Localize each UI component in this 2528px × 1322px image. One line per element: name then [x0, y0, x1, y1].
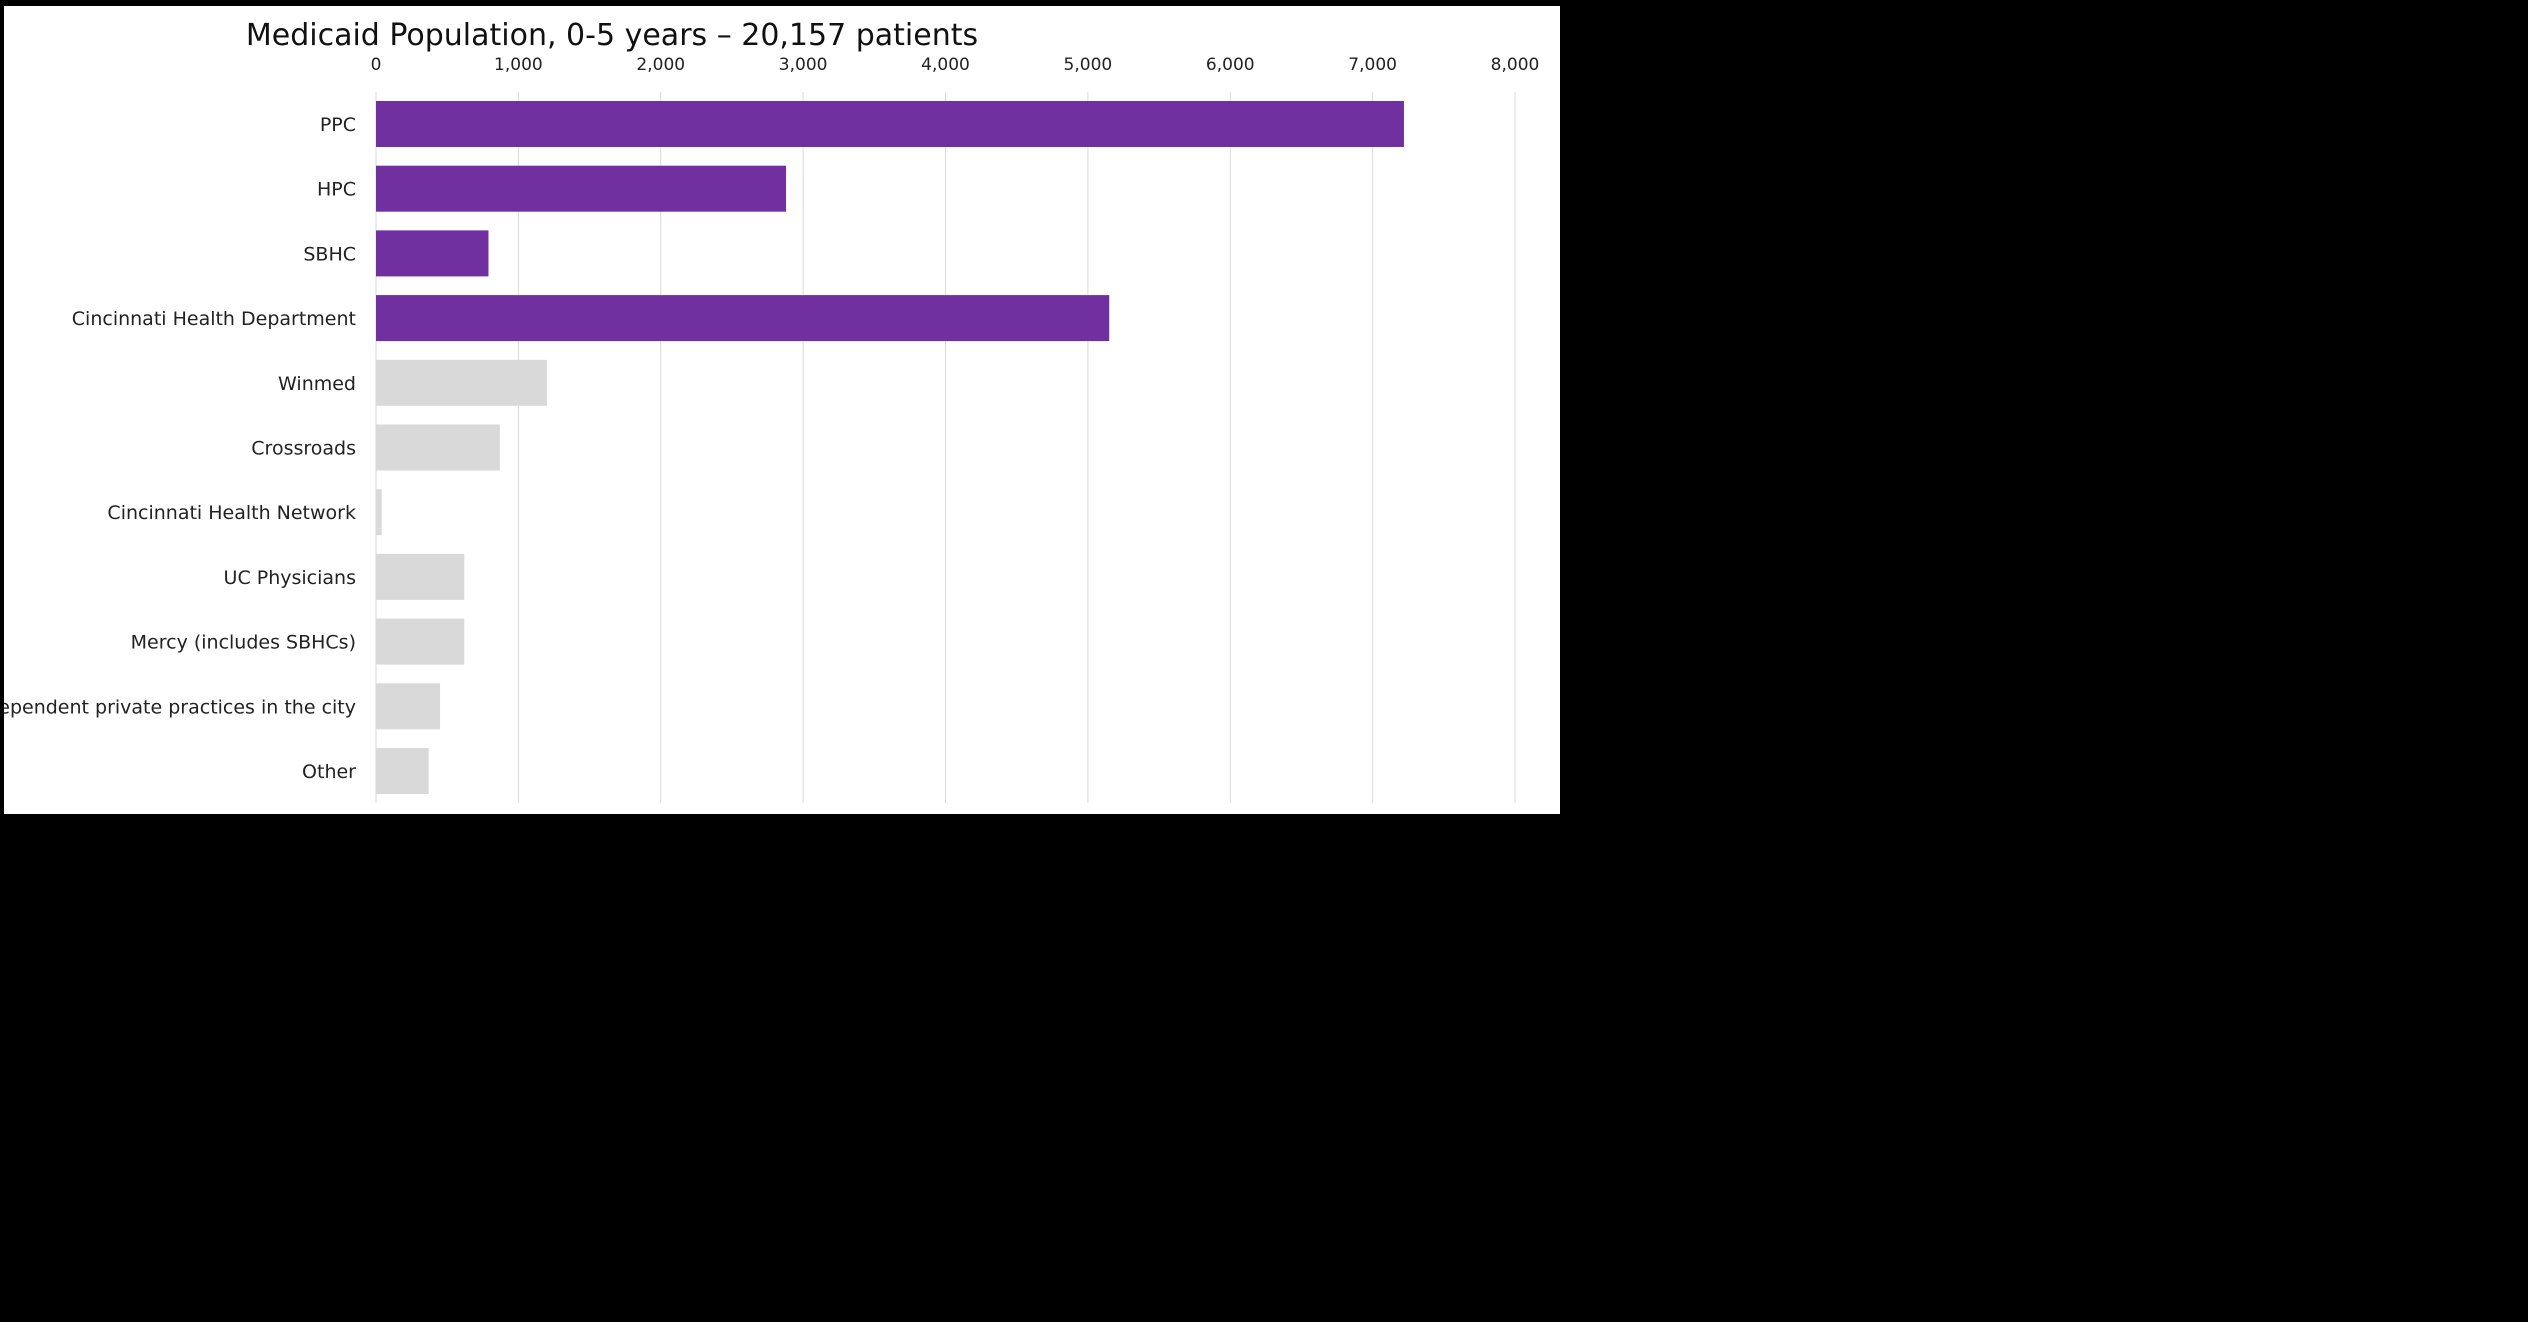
bar [376, 101, 1404, 147]
category-label: PPC [320, 114, 356, 136]
category-label: Other [302, 761, 356, 783]
bar [376, 683, 441, 730]
category-label: Independent private practices in the cit… [4, 696, 356, 718]
bar [376, 359, 547, 406]
x-tick-label: 0 [371, 55, 382, 75]
bar [376, 618, 465, 665]
bar [376, 553, 465, 600]
x-tick-label: 1,000 [494, 55, 543, 75]
bar-chart: 0 1,000 2,000 3,000 4,000 5,000 6,000 7,000 8,00… [4, 55, 1540, 803]
category-label: UC Physicians [224, 567, 356, 589]
x-tick-label: 7,000 [1348, 55, 1397, 75]
chart-frame: Medicaid Population, 0-5 years – 20,157 … [4, 6, 1560, 814]
x-tick-label: 8,000 [1491, 55, 1540, 75]
x-tick-label: 5,000 [1064, 55, 1113, 75]
category-label: Winmed [278, 373, 356, 395]
x-tick-label: 6,000 [1206, 55, 1255, 75]
chart-title: Medicaid Population, 0-5 years – 20,157 … [245, 18, 979, 53]
category-label: Crossroads [251, 438, 356, 460]
bar [376, 748, 429, 794]
category-label: Mercy (includes SBHCs) [131, 632, 356, 654]
category-label: SBHC [303, 243, 356, 265]
x-tick-label: 4,000 [921, 55, 970, 75]
bar [376, 295, 1110, 342]
x-tick-label: 3,000 [779, 55, 828, 75]
category-label: Cincinnati Health Department [72, 308, 356, 330]
bar [376, 165, 787, 212]
category-label: Cincinnati Health Network [107, 502, 356, 524]
category-label: HPC [317, 179, 356, 201]
bar [376, 230, 489, 277]
x-tick-label: 2,000 [636, 55, 685, 75]
bar [376, 489, 382, 536]
bar [376, 424, 500, 471]
